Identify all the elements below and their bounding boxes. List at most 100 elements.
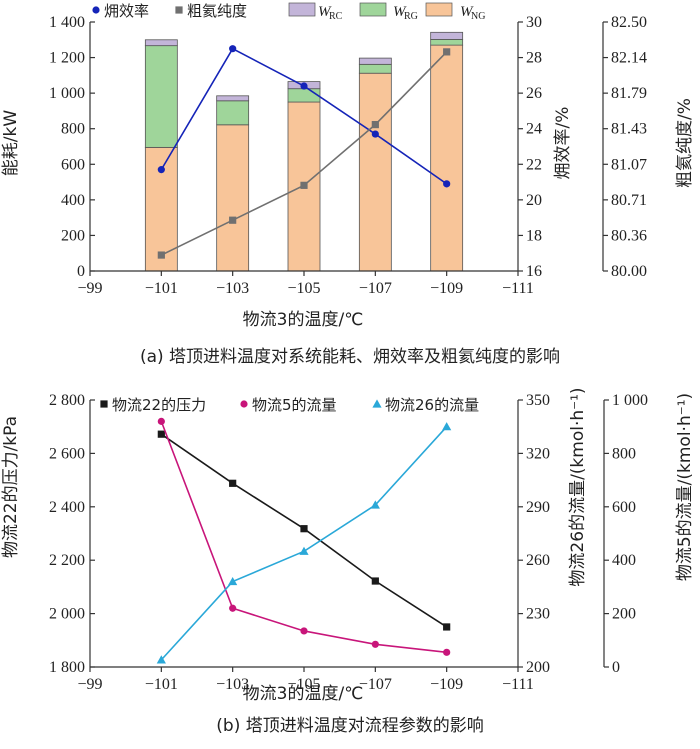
chart-a-lines <box>157 45 451 259</box>
chart-a-right-tick-label: 24 <box>526 121 542 138</box>
data-point-f26 <box>370 500 380 509</box>
chart-b-y-axis-label: 物流22的压力/kPa <box>1 416 21 558</box>
chart-b-right2-tick-label: 0 <box>612 659 620 676</box>
data-point-f26 <box>442 422 452 431</box>
data-point-purity <box>157 251 165 259</box>
chart-b-right2-tick-label: 600 <box>612 499 636 516</box>
data-point-p22 <box>371 577 379 585</box>
chart-a-right-axis-label: 㶲效率/% <box>553 107 573 180</box>
chart-b-x-tick-label: −101 <box>145 676 178 693</box>
chart-a-right2-tick-label: 80.00 <box>611 263 647 280</box>
bar-segment-rc <box>358 57 392 65</box>
bar-segment-ng <box>430 44 464 272</box>
data-point-exergy <box>371 130 379 138</box>
chart-a-right-tick-label: 26 <box>526 85 542 102</box>
chart-a-left-tick-label: 1 200 <box>49 50 85 67</box>
chart-b-left-tick-label: 2 800 <box>49 392 85 409</box>
chart-a-right2-tick-label: 82.14 <box>611 50 647 67</box>
bar-segment-rg <box>287 88 321 103</box>
chart-b-right-tick-label: 260 <box>526 552 550 569</box>
legend-label-f5: 物流5的流量 <box>252 396 337 414</box>
chart-b-x-tick-label: −109 <box>430 676 463 693</box>
chart-a-right-tick-label: 30 <box>526 14 542 31</box>
chart-b-axes <box>89 399 609 672</box>
chart-b-right-tick-label: 200 <box>526 659 550 676</box>
legend-label-exergy: 㶲效率 <box>104 2 149 20</box>
bar-segment-rc <box>216 95 250 102</box>
legend-marker-exergy <box>92 6 100 14</box>
bar-segment-rg <box>358 63 392 74</box>
chart-b-right2-tick-label: 800 <box>612 445 636 462</box>
data-point-purity <box>371 120 379 129</box>
chart-a-x-tick-label: −101 <box>145 280 178 297</box>
legend-marker-f5 <box>240 400 248 408</box>
chart-b-x-tick-label: −107 <box>359 676 392 693</box>
chart-b-left-tick-label: 1 800 <box>49 659 85 676</box>
data-point-f26 <box>228 576 238 586</box>
chart-b-left-tick-label: 2 000 <box>49 606 85 623</box>
chart-b: 1 800 2 000 2 200 2 400 2 600 2 800 200 230 260 2… <box>1 387 695 736</box>
data-point-purity <box>300 181 308 189</box>
chart-a-x-tick-label: −109 <box>430 280 463 297</box>
chart-b-legend: 物流22的压力 物流5的流量 物流26的流量 <box>100 396 479 414</box>
bar-segment-ng <box>216 124 250 272</box>
chart-a-right-tick-label: 20 <box>526 192 542 209</box>
chart-a-x-tick-label: −103 <box>216 280 249 297</box>
chart-a-x-tick-label: −99 <box>77 280 102 297</box>
chart-a-right2-tick-label: 80.36 <box>611 227 647 244</box>
chart-b-x-tick-label: −99 <box>77 676 102 693</box>
chart-b-right-tick-label: 350 <box>526 392 550 409</box>
series-line-f5 <box>160 421 447 654</box>
chart-a-legend: 㶲效率 粗氦纯度 WRC WRG WNG <box>92 2 485 22</box>
chart-a-right2-tick-label: 81.07 <box>611 156 647 173</box>
chart-b-x-tick-label: −105 <box>287 676 320 693</box>
chart-a-right2-tick-label: 82.50 <box>611 14 647 31</box>
legend-label-ng-subscript: NG <box>471 11 485 22</box>
data-point-f26 <box>299 546 309 555</box>
bar-segment-rc <box>430 31 464 40</box>
chart-b-left-tick-label: 2 200 <box>49 552 85 569</box>
data-point-f5 <box>371 640 379 648</box>
chart-a-left-tick-label: 800 <box>61 121 85 138</box>
chart-a-caption: (a) 塔顶进料温度对系统能耗、㶲效率及粗氦纯度的影响 <box>140 347 560 367</box>
chart-b-right2-tick-label: 400 <box>612 552 636 569</box>
chart-b-right-tick-label: 230 <box>526 606 550 623</box>
data-point-f5 <box>229 604 237 612</box>
chart-a-left-tick-label: 1 400 <box>49 14 85 31</box>
chart-a-left-tick-label: 600 <box>61 156 85 173</box>
legend-label-f26: 物流26的流量 <box>385 396 479 414</box>
chart-a-x-tick-label: −107 <box>359 280 392 297</box>
chart-a-right-tick-label: 16 <box>526 263 542 280</box>
chart-b-right2-tick-label: 1 000 <box>612 392 648 409</box>
legend-label-rg: W <box>393 4 407 20</box>
legend-marker-p22 <box>100 400 108 408</box>
chart-a-ticks: 0 200 400 600 800 1 000 1 200 1 400 16 18 20 22 24 26… <box>49 14 647 297</box>
legend-label-rc: W <box>318 4 332 20</box>
data-point-p22 <box>300 525 308 533</box>
bar-segment-rg <box>144 45 178 148</box>
chart-a-axes <box>89 21 608 276</box>
data-point-exergy <box>157 166 165 174</box>
chart-b-x-tick-label: −103 <box>216 676 249 693</box>
data-point-purity <box>443 48 451 56</box>
chart-a-right2-tick-label: 80.71 <box>611 192 647 209</box>
chart-b-left-tick-label: 2 600 <box>49 445 85 462</box>
legend-label-p22: 物流22的压力 <box>112 396 206 414</box>
bar-segment-rg <box>216 100 250 126</box>
chart-a-x-axis-label: 物流3的温度/℃ <box>243 310 364 330</box>
chart-b-right2-axis-label: 物流5的流量/(kmol·h⁻¹) <box>675 393 695 581</box>
legend-marker-f26 <box>372 399 382 408</box>
data-point-p22 <box>157 430 165 438</box>
chart-a-left-tick-label: 400 <box>61 192 85 209</box>
bar-segment-rc <box>144 39 178 47</box>
bar-segment-rg <box>430 39 464 46</box>
data-point-exergy <box>229 45 237 53</box>
data-point-purity <box>229 216 237 224</box>
legend-label-rc-subscript: RC <box>329 11 343 22</box>
legend-label-purity: 粗氦纯度 <box>187 2 247 20</box>
legend-marker-purity <box>175 6 183 14</box>
data-point-exergy <box>300 82 308 90</box>
chart-b-caption: (b) 塔顶进料温度对流程参数的影响 <box>216 716 483 736</box>
chart-b-left-tick-label: 2 400 <box>49 499 85 516</box>
chart-b-right-axis-label: 物流26的流量/(kmol·h⁻¹) <box>568 387 588 586</box>
